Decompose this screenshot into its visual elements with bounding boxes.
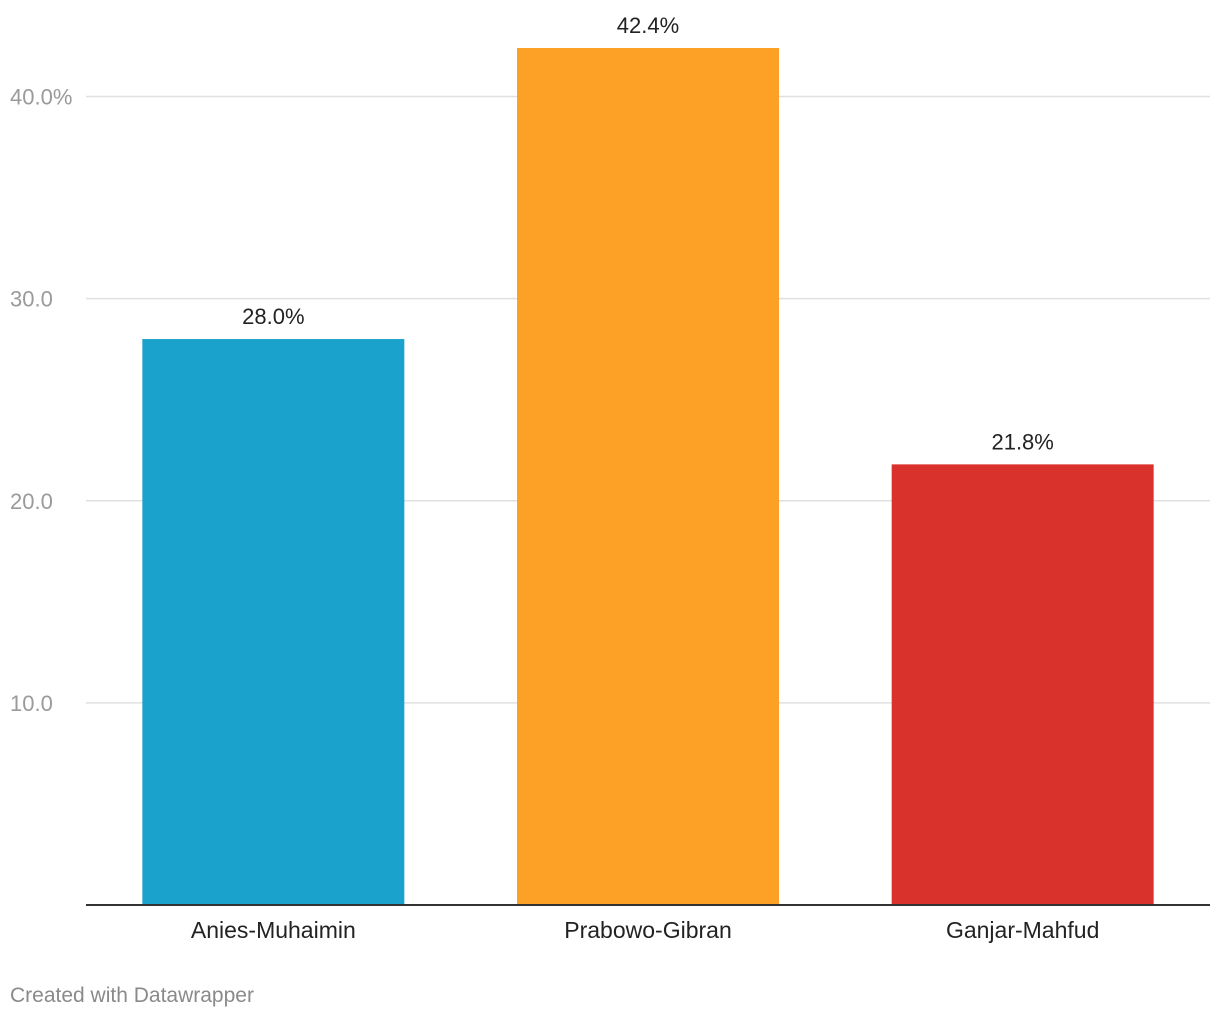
datawrapper-credit: Created with Datawrapper [10, 984, 254, 1007]
bar-value-label: 42.4% [617, 13, 679, 38]
bar-value-label: 28.0% [242, 304, 304, 329]
x-tick-label: Anies-Muhaimin [191, 917, 356, 943]
bar-ganjar-mahfud [891, 464, 1154, 905]
y-tick-label: 30.0 [10, 287, 53, 312]
bars [142, 48, 1154, 905]
bar-chart: 10.0 20.0 30.0 40.0% 28.0% 42.4% 21.8% Anies-… [10, 13, 1210, 943]
y-tick-label: 10.0 [10, 691, 53, 716]
y-tick-label: 20.0 [10, 489, 53, 514]
bar-anies-muhaimin [142, 339, 405, 905]
x-tick-label: Ganjar-Mahfud [946, 917, 1099, 943]
x-tick-label: Prabowo-Gibran [564, 917, 731, 943]
y-axis-tick-labels: 10.0 20.0 30.0 40.0% [10, 85, 72, 716]
bar-value-label: 21.8% [991, 429, 1053, 454]
bar-value-labels: 28.0% 42.4% 21.8% [242, 13, 1054, 454]
y-tick-label: 40.0% [10, 85, 72, 110]
bar-prabowo-gibran [517, 48, 779, 905]
x-axis-tick-labels: Anies-Muhaimin Prabowo-Gibran Ganjar-Mahfu… [191, 917, 1099, 943]
